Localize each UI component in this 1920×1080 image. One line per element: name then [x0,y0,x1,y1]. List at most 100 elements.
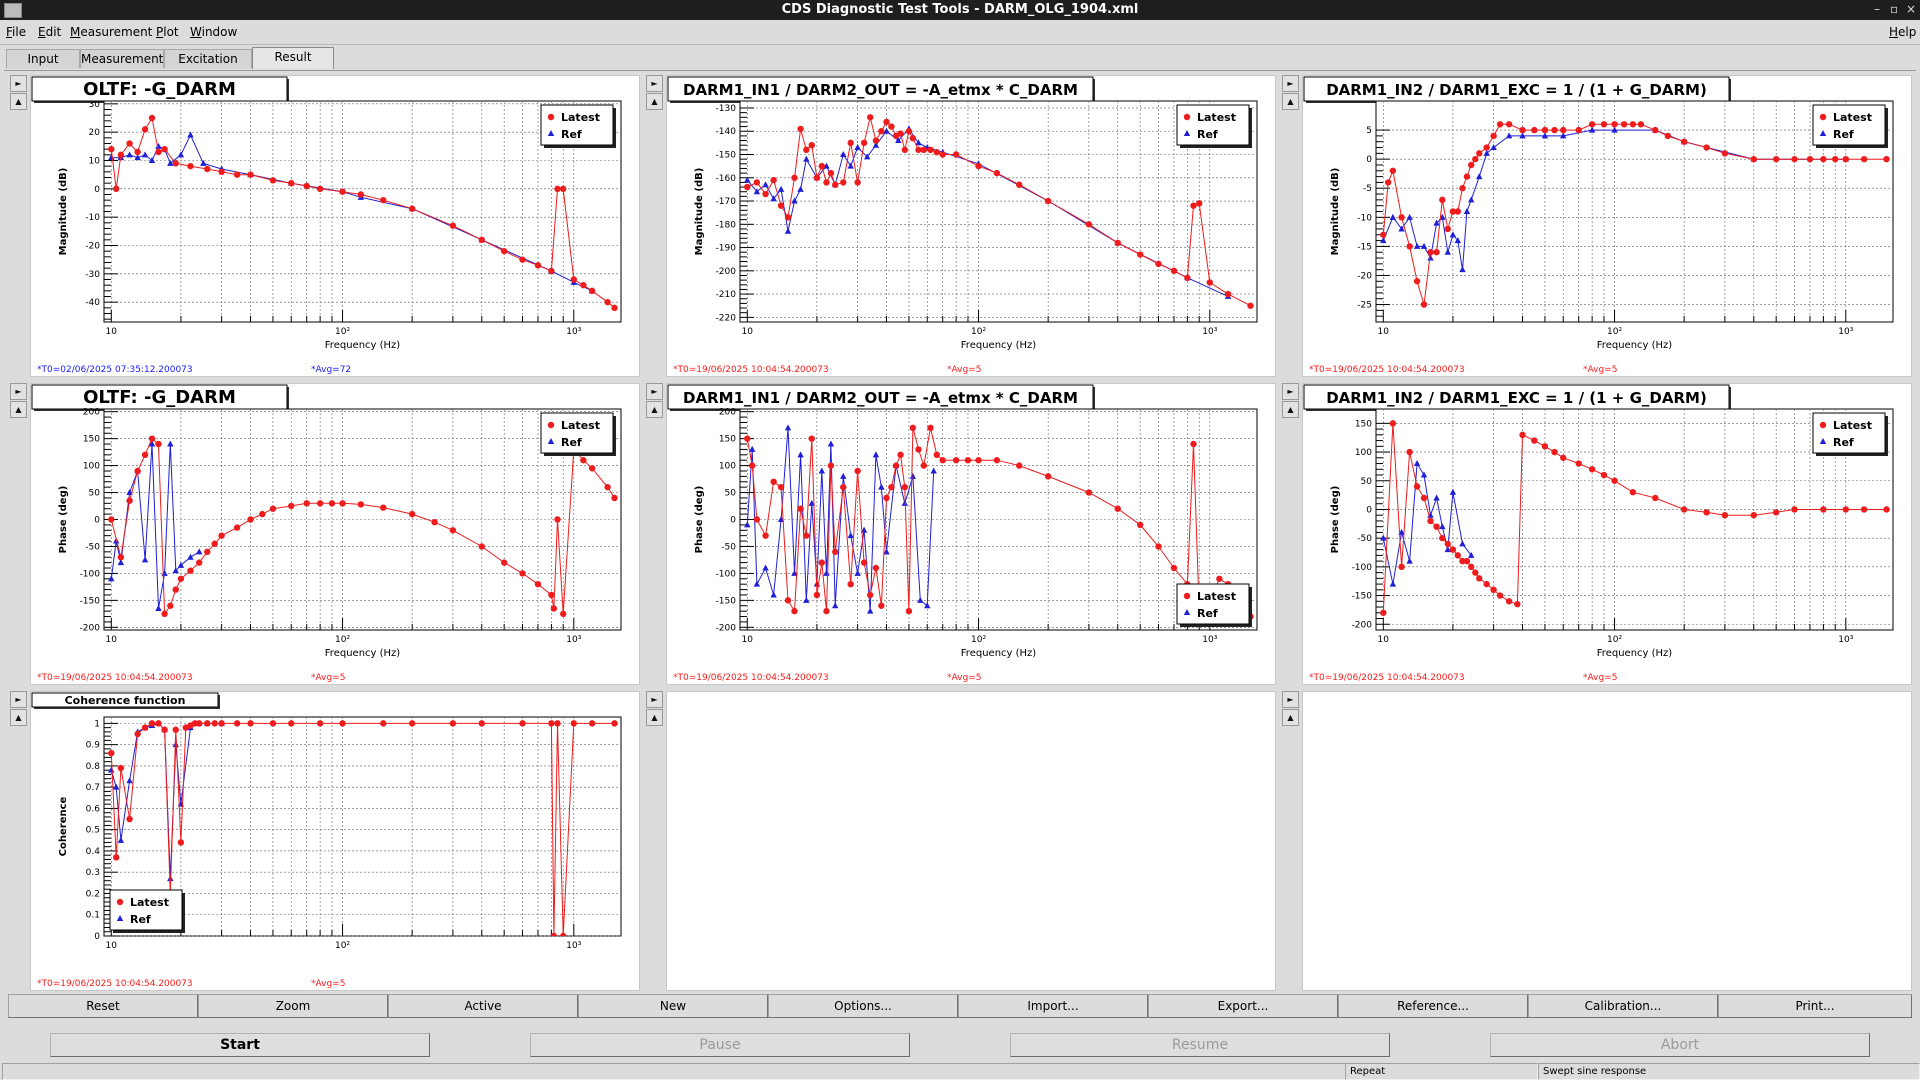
y-tick-label: 50 [89,489,101,499]
latest-point [952,457,960,464]
y-tick-label: -15 [1357,242,1372,252]
scroll-up-icon[interactable]: ▲ [646,401,663,418]
t0-timestamp: *T0=19/06/2025 10:04:54.200073 [1309,673,1465,683]
tab-input[interactable]: Input [6,49,80,68]
resume-button[interactable]: Resume [1010,1033,1390,1057]
ref-point [1519,132,1526,139]
latest-point [777,483,785,491]
options-button[interactable]: Options... [768,994,958,1018]
plot-svg[interactable]: OLTF: -G_DARM 10 10² 10³ 200 150 100 50 0 -50 -100… [31,384,639,684]
x-tick-label: 10² [335,635,350,645]
scroll-right-icon[interactable]: ► [10,383,27,400]
latest-point [1820,506,1827,513]
reset-button[interactable]: Reset [8,994,198,1018]
scroll-up-icon[interactable]: ▲ [10,93,27,110]
plot-svg[interactable]: DARM1_IN1 / DARM2_OUT = -A_etmx * C_DARM… [667,384,1275,684]
app-icon[interactable] [4,3,22,18]
export-button[interactable]: Export... [1148,994,1338,1018]
menu-edit[interactable]: Edit [38,25,62,39]
minimize-icon[interactable]: – [1874,2,1880,16]
start-button[interactable]: Start [50,1033,430,1057]
scroll-up-icon[interactable]: ▲ [10,401,27,418]
status-field-main [2,1063,1346,1080]
tab-excitation[interactable]: Excitation [164,49,252,68]
scroll-right-icon[interactable]: ► [646,691,663,708]
menu-window[interactable]: Window [190,25,238,39]
title-box [1303,76,1730,102]
plot-canvas[interactable]: DARM1_IN2 / DARM1_EXC = 1 / (1 + G_DARM)… [1302,75,1912,377]
reference-button[interactable]: Reference... [1338,994,1528,1018]
zoom-button[interactable]: Zoom [198,994,388,1018]
empty-plot-canvas[interactable] [1302,691,1912,991]
scroll-right-icon[interactable]: ► [1282,75,1299,92]
tab-measurement[interactable]: Measurement [80,49,164,68]
plot-canvas[interactable]: DARM1_IN2 / DARM1_EXC = 1 / (1 + G_DARM)… [1302,383,1912,685]
print-button[interactable]: Print... [1718,994,1912,1018]
plot-svg[interactable]: DARM1_IN1 / DARM2_OUT = -A_etmx * C_DARM… [667,76,1275,376]
abort-button[interactable]: Abort [1490,1033,1870,1057]
plot-canvas[interactable]: DARM1_IN1 / DARM2_OUT = -A_etmx * C_DARM… [666,75,1276,377]
latest-point [1413,278,1421,285]
scroll-right-icon[interactable]: ► [1282,383,1299,400]
latest-point [167,602,174,609]
y-axis-label: Magnitude (dB) [694,168,705,256]
plot-svg[interactable]: DARM1_IN2 / DARM1_EXC = 1 / (1 + G_DARM)… [1303,384,1911,684]
plot-svg[interactable]: Coherence function 10 10² 10³ 1 0.9 0.8 0.7 0.6 0… [31,692,639,990]
latest-point [588,287,596,295]
y-axis-label: Coherence [58,796,69,856]
plot-canvas[interactable]: Coherence function 10 10² 10³ 1 0.9 0.8 0.7 0.6 0… [30,691,640,991]
plot-frame [103,716,622,937]
legend-latest-label: Latest [1833,111,1872,124]
x-axis-label: Frequency (Hz) [961,648,1037,659]
chart-title: Coherence function [65,694,186,707]
calibration-button[interactable]: Calibration... [1528,994,1718,1018]
scroll-up-icon[interactable]: ▲ [1282,401,1299,418]
scroll-up-icon[interactable]: ▲ [646,709,663,726]
plot-svg[interactable]: OLTF: -G_DARM 10 10² 10³ 30 20 10 0 -10 -20 -30 -40… [31,76,639,376]
new-button[interactable]: New [578,994,768,1018]
scroll-right-icon[interactable]: ► [646,75,663,92]
legend-ref-marker [547,130,555,136]
y-tick-label: 0.9 [86,741,101,751]
latest-point [1490,132,1497,140]
empty-plot-canvas[interactable] [666,691,1276,991]
scroll-up-icon[interactable]: ▲ [1282,93,1299,110]
latest-point [1444,540,1451,548]
latest-point [803,146,810,154]
import-button[interactable]: Import... [958,994,1148,1018]
tab-result[interactable]: Result [252,47,334,69]
latest-point [288,179,295,187]
plot-svg[interactable]: DARM1_IN2 / DARM1_EXC = 1 / (1 + G_DARM)… [1303,76,1911,376]
menu-measurement[interactable]: Measurement [70,25,153,39]
latest-point [744,183,751,191]
latest-point [357,191,365,198]
ref-point [753,580,761,587]
status-field-type: Swept sine response [1538,1063,1920,1080]
maximize-icon[interactable]: ▫ [1890,2,1899,16]
scroll-up-icon[interactable]: ▲ [646,93,663,110]
scroll-up-icon[interactable]: ▲ [10,709,27,726]
active-button[interactable]: Active [388,994,578,1018]
ref-point [1490,144,1497,151]
close-icon[interactable]: × [1906,2,1917,16]
scroll-up-icon[interactable]: ▲ [1282,709,1299,726]
plot-canvas[interactable]: DARM1_IN1 / DARM2_OUT = -A_etmx * C_DARM… [666,383,1276,685]
latest-point [909,135,917,142]
menu-help[interactable]: Help [1889,25,1917,39]
status-field-repeat: Repeat [1345,1063,1538,1080]
ref-point [784,227,792,234]
plot-canvas[interactable]: OLTF: -G_DARM 10 10² 10³ 30 20 10 0 -10 -20 -30 -40… [30,75,640,377]
latest-point [269,177,277,184]
scroll-right-icon[interactable]: ► [646,383,663,400]
scroll-right-icon[interactable]: ► [10,75,27,92]
plot-canvas[interactable]: OLTF: -G_DARM 10 10² 10³ 200 150 100 50 0 -50 -100… [30,383,640,685]
menu-file[interactable]: File [6,25,27,39]
latest-point [1680,506,1688,513]
latest-point [827,462,835,469]
scroll-right-icon[interactable]: ► [1282,691,1299,708]
menu-plot[interactable]: Plot [156,25,179,39]
pause-button[interactable]: Pause [530,1033,910,1057]
latest-point [380,196,387,204]
y-axis-label: Phase (deg) [1330,486,1341,554]
scroll-right-icon[interactable]: ► [10,691,27,708]
